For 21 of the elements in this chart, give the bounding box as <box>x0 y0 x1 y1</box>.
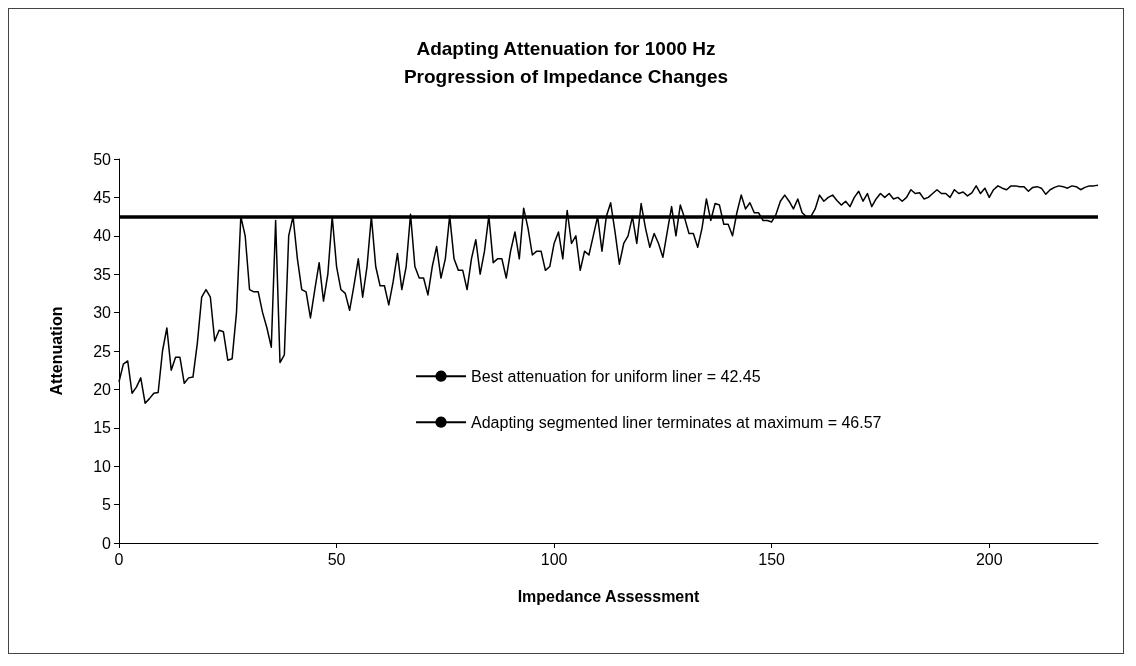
y-tick-label: 25 <box>93 342 112 360</box>
y-tick-label: 20 <box>93 380 112 398</box>
x-tick-label: 50 <box>327 550 346 568</box>
legend-label: Best attenuation for uniform liner = 42.45 <box>471 367 761 385</box>
x-tick-label: 0 <box>114 550 124 568</box>
y-tick-label: 35 <box>93 265 112 283</box>
x-tick-label: 100 <box>540 550 568 568</box>
x-axis-title: Impedance Assessment <box>517 587 701 605</box>
x-tick-label: 150 <box>758 550 786 568</box>
y-axis-title: Attenuation <box>47 306 65 396</box>
y-tick-label: 40 <box>93 227 112 245</box>
y-tick-label: 15 <box>93 419 112 437</box>
y-tick-label: 50 <box>93 150 112 168</box>
x-tick-label: 200 <box>975 550 1003 568</box>
y-tick-label: 5 <box>102 496 112 514</box>
y-tick-label: 30 <box>93 304 112 322</box>
y-tick-label: 0 <box>102 534 112 552</box>
legend-label: Adapting segmented liner terminates at maximum = 46.57 <box>471 413 882 431</box>
y-tick-label: 10 <box>93 457 112 475</box>
chart-title: Adapting Attenuation for 1000 Hz Progression of Impedance Changes <box>403 37 729 87</box>
y-tick-label: 45 <box>93 188 112 206</box>
